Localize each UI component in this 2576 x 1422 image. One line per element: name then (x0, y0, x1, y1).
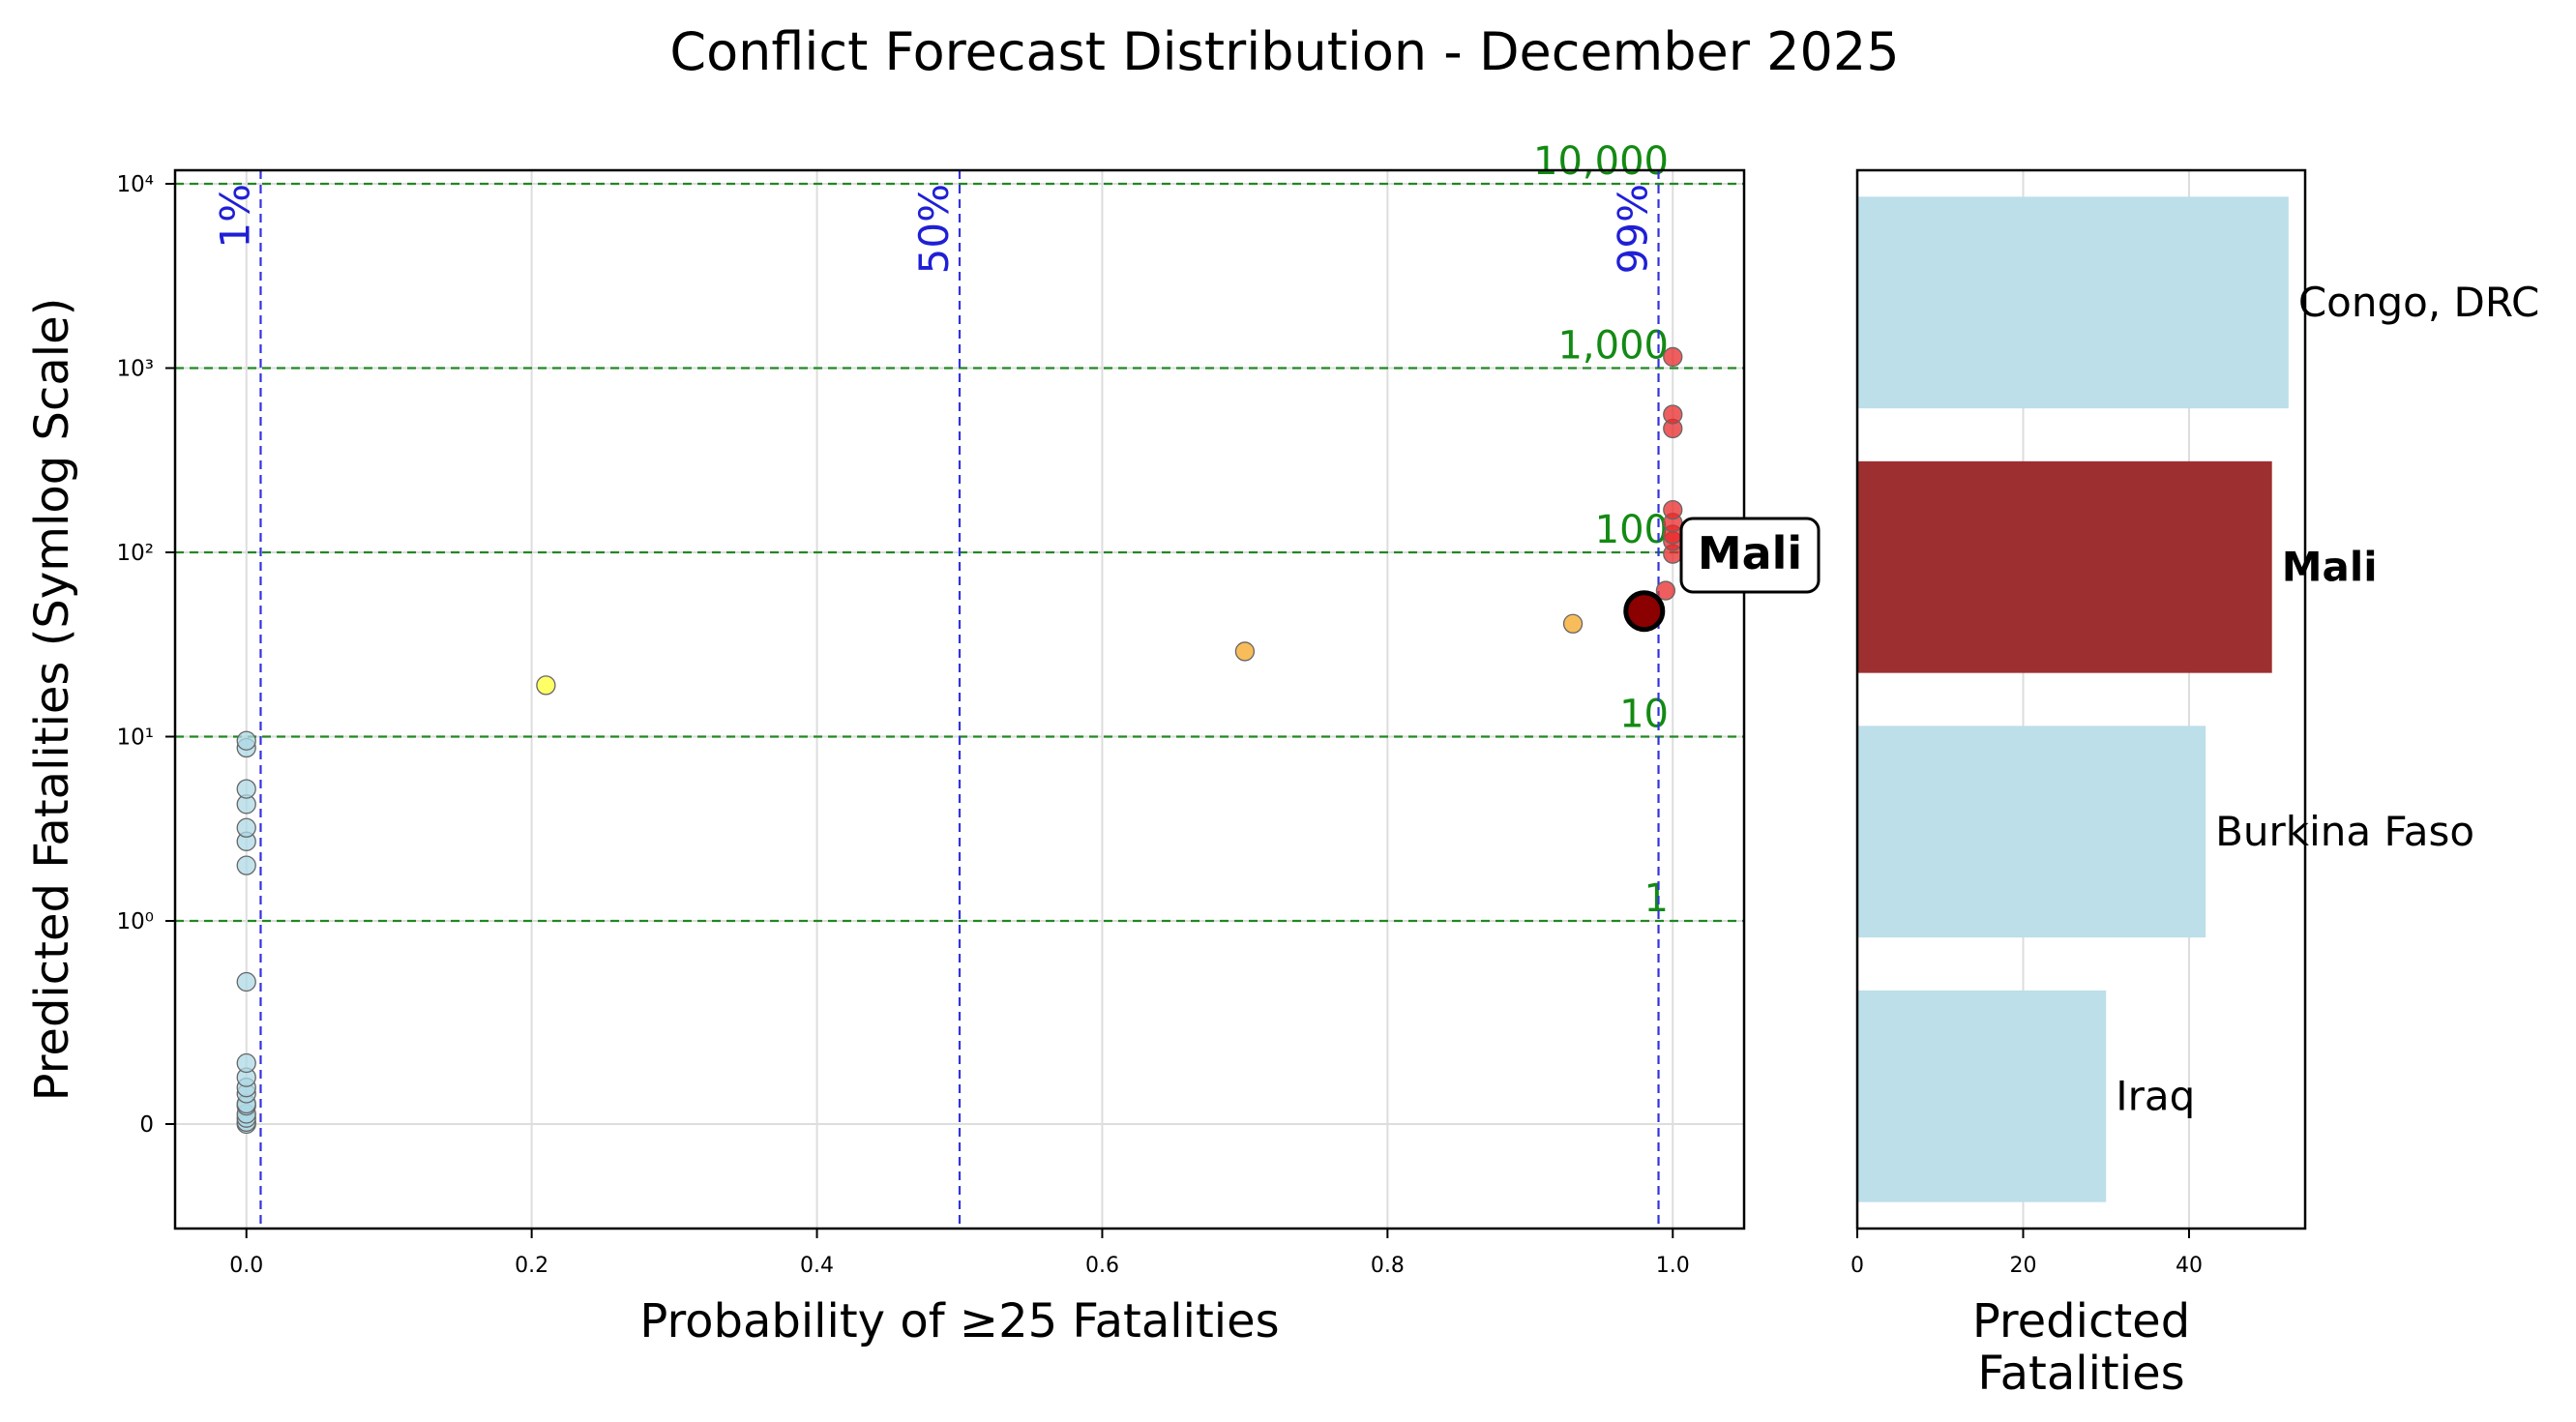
figure-title: Conflict Forecast Distribution - Decembe… (669, 21, 1899, 82)
data-point (236, 1052, 256, 1074)
x-tick-label: 0.2 (515, 1254, 548, 1278)
data-point (236, 779, 256, 799)
magnitude-line-label: 1,000 (1557, 324, 1669, 369)
data-point (236, 730, 256, 751)
bar-category-label: Burkina Faso (2215, 808, 2474, 855)
highlight-annotation-label: Mali (1698, 527, 1802, 579)
magnitude-line-label: 1 (1644, 876, 1669, 921)
data-point (536, 675, 556, 696)
data-point (236, 855, 256, 875)
bar-axes-frame (1855, 168, 2307, 1230)
magnitude-line-label: 10,000 (1533, 139, 1669, 184)
data-point (1562, 613, 1584, 634)
probability-line-label: 50% (910, 184, 958, 274)
scatter-axes-frame (173, 168, 1746, 1230)
bar-category-label: Iraq (2116, 1072, 2195, 1119)
y-tick-label: 10³ (117, 357, 155, 382)
probability-line-label: 99% (1610, 184, 1657, 274)
bar (1857, 990, 2107, 1202)
data-point (1663, 404, 1683, 425)
bar-x-axis-label: Predicted Fatalities (1972, 1294, 2190, 1401)
y-tick-label: 10⁰ (117, 909, 155, 934)
bar (1857, 726, 2206, 938)
highlight-marker (1623, 590, 1666, 633)
x-axis-label: Probability of ≥25 Fatalities (639, 1294, 1279, 1348)
y-axis-label: Predicted Fatalities (Symlog Scale) (25, 298, 79, 1102)
data-point (1655, 580, 1676, 601)
magnitude-line-label: 10 (1619, 693, 1669, 737)
x-tick-label: 0.6 (1085, 1254, 1119, 1278)
data-point (236, 971, 256, 992)
y-tick-label: 0 (139, 1112, 154, 1138)
bar-panel: Congo, DRC Mali Burkina Faso Iraq 0 20 40 Predi… (1851, 168, 2539, 1401)
bar-x-axis-label-line: Predicted (1972, 1294, 2190, 1348)
x-tick-label: 1.0 (1656, 1254, 1690, 1278)
probability-line-label: 1% (211, 184, 258, 249)
bar-x-tick-label: 0 (1851, 1254, 1864, 1278)
y-tick-label: 10² (117, 541, 155, 566)
magnitude-line-label: 100 (1595, 508, 1669, 552)
bar-category-label: Congo, DRC (2298, 279, 2539, 326)
y-tick-label: 10⁴ (117, 172, 155, 197)
data-point (236, 817, 256, 838)
highlight-annotation-box (1679, 517, 1821, 594)
x-tick-label: 0.0 (229, 1254, 263, 1278)
data-point (1663, 346, 1683, 368)
data-point (1663, 499, 1683, 520)
bar-x-tick-label: 20 (2009, 1254, 2036, 1278)
bar-x-axis-label-line: Fatalities (1977, 1347, 2184, 1401)
y-tick-label: 10¹ (117, 726, 155, 751)
bar-category-label: Mali (2282, 543, 2378, 590)
bar (1857, 196, 2289, 409)
bar (1857, 460, 2272, 673)
x-tick-label: 0.4 (800, 1254, 834, 1278)
data-point (1234, 641, 1256, 662)
scatter-panel: 1 10 100 1,000 10,000 1% 50% 99% 0.0 0.2 0.4 0.6 0.8… (25, 139, 1821, 1348)
x-tick-label: 0.8 (1371, 1254, 1405, 1278)
bar-x-tick-label: 40 (2176, 1254, 2203, 1278)
